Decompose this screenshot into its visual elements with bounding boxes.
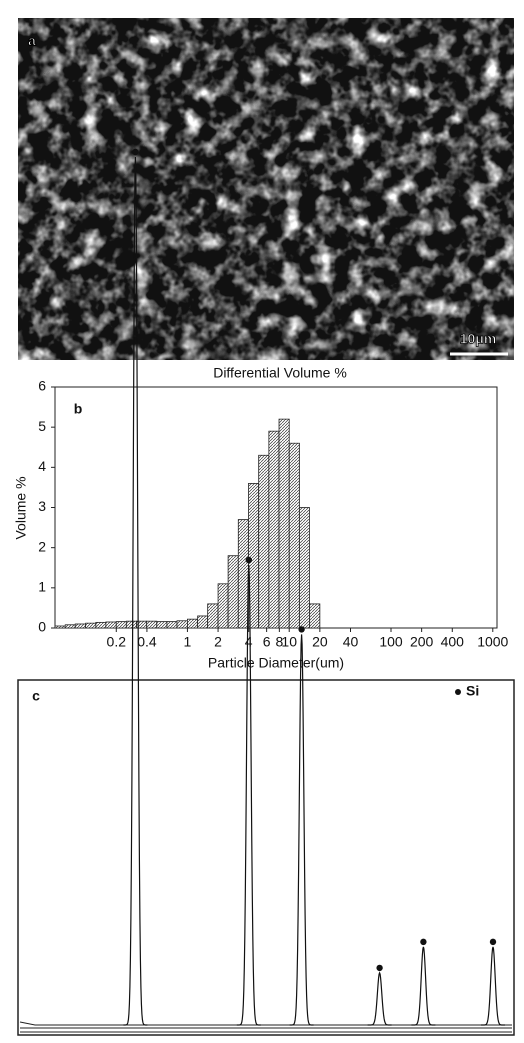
x-tick-label: 400 bbox=[441, 634, 465, 650]
bar bbox=[288, 442, 300, 629]
bar bbox=[187, 618, 199, 629]
sem-image: a 10μm bbox=[18, 18, 514, 360]
x-tick-label: 0.2 bbox=[107, 634, 127, 650]
x-tick-label: 6 bbox=[263, 634, 271, 650]
y-tick-label: 0 bbox=[38, 619, 46, 635]
panel-label: a bbox=[28, 33, 36, 49]
plot-frame bbox=[17, 679, 515, 1036]
bar bbox=[156, 621, 168, 629]
chart-title: Differential Volume % bbox=[213, 365, 347, 381]
y-tick-label: 3 bbox=[38, 498, 46, 514]
x-tick-label: 1000 bbox=[477, 634, 508, 650]
x-tick-label: 2 bbox=[214, 634, 222, 650]
peak-marker bbox=[420, 938, 427, 946]
bar bbox=[125, 620, 137, 629]
scale-bar-label: 10μm bbox=[460, 331, 497, 347]
peak-marker bbox=[132, 148, 139, 156]
bar bbox=[85, 622, 97, 629]
peak bbox=[367, 971, 392, 1026]
panel-label: b bbox=[74, 401, 83, 417]
peak-marker bbox=[298, 626, 305, 633]
peak bbox=[123, 156, 148, 1026]
bar bbox=[268, 430, 280, 629]
peak bbox=[289, 634, 314, 1026]
y-tick-label: 4 bbox=[38, 458, 46, 474]
bar bbox=[197, 615, 209, 629]
x-tick-label: 40 bbox=[343, 634, 359, 650]
legend-marker bbox=[455, 689, 461, 695]
bar bbox=[115, 621, 127, 629]
bar bbox=[237, 519, 249, 629]
x-axis bbox=[20, 1027, 512, 1033]
bar bbox=[299, 507, 310, 629]
peak bbox=[481, 946, 505, 1026]
bar bbox=[166, 621, 178, 629]
y-tick-label: 6 bbox=[38, 378, 46, 394]
x-tick-label: 100 bbox=[379, 634, 403, 650]
baseline bbox=[19, 1021, 512, 1026]
bar bbox=[64, 624, 76, 629]
x-tick-label: 8 bbox=[275, 634, 283, 650]
bar bbox=[146, 620, 158, 629]
bar bbox=[217, 583, 229, 629]
bar bbox=[54, 625, 66, 629]
y-tick-label: 1 bbox=[38, 579, 46, 595]
peak bbox=[236, 564, 261, 1026]
peak bbox=[411, 946, 436, 1026]
bar bbox=[207, 603, 219, 629]
peak-marker bbox=[489, 938, 497, 946]
x-tick-label: 200 bbox=[410, 634, 434, 650]
peak-marker bbox=[376, 964, 383, 972]
x-tick-label: 20 bbox=[312, 634, 328, 650]
x-tick-label: 4 bbox=[245, 634, 253, 650]
bar bbox=[278, 418, 290, 629]
y-axis-label: Volume % bbox=[13, 476, 29, 539]
y-tick-label: 5 bbox=[38, 418, 46, 434]
bar bbox=[74, 623, 87, 629]
x-tick-label: 10 bbox=[281, 634, 297, 650]
bar bbox=[105, 621, 117, 629]
peak-marker bbox=[245, 556, 252, 564]
bar bbox=[309, 603, 321, 629]
y-tick-label: 2 bbox=[38, 538, 46, 554]
bar bbox=[95, 621, 107, 629]
x-axis-label: Particle Diameter(um) bbox=[208, 655, 344, 671]
legend-label: Si bbox=[466, 683, 479, 699]
bar bbox=[258, 454, 270, 629]
x-tick-label: 0.4 bbox=[137, 634, 157, 650]
x-tick-label: 1 bbox=[184, 634, 192, 650]
panel-label: c bbox=[32, 688, 40, 704]
bar bbox=[176, 620, 188, 629]
bar bbox=[227, 555, 239, 629]
